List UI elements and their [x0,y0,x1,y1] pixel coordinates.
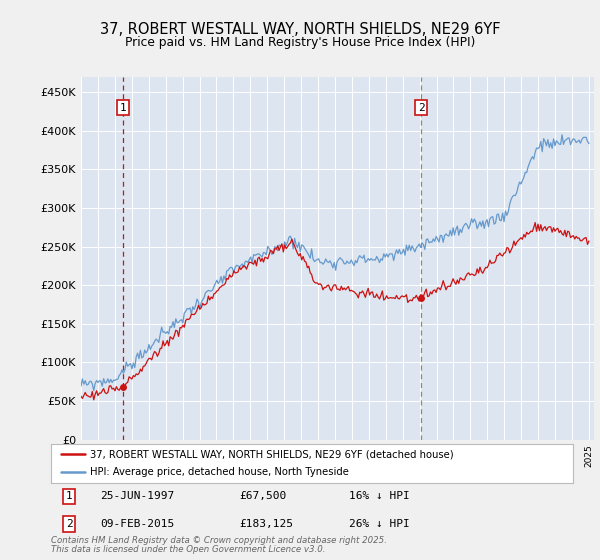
Text: £67,500: £67,500 [239,491,286,501]
Text: 2: 2 [66,519,73,529]
Text: HPI: Average price, detached house, North Tyneside: HPI: Average price, detached house, Nort… [90,467,349,477]
Text: 1: 1 [119,102,127,113]
Text: This data is licensed under the Open Government Licence v3.0.: This data is licensed under the Open Gov… [51,545,325,554]
Text: 37, ROBERT WESTALL WAY, NORTH SHIELDS, NE29 6YF (detached house): 37, ROBERT WESTALL WAY, NORTH SHIELDS, N… [90,449,454,459]
Text: 25-JUN-1997: 25-JUN-1997 [101,491,175,501]
Text: 37, ROBERT WESTALL WAY, NORTH SHIELDS, NE29 6YF: 37, ROBERT WESTALL WAY, NORTH SHIELDS, N… [100,22,500,38]
Text: Price paid vs. HM Land Registry's House Price Index (HPI): Price paid vs. HM Land Registry's House … [125,36,475,49]
Text: 09-FEB-2015: 09-FEB-2015 [101,519,175,529]
Text: Contains HM Land Registry data © Crown copyright and database right 2025.: Contains HM Land Registry data © Crown c… [51,536,387,545]
Text: 2: 2 [418,102,425,113]
Text: 16% ↓ HPI: 16% ↓ HPI [349,491,409,501]
Text: £183,125: £183,125 [239,519,293,529]
Text: 1: 1 [66,491,73,501]
Text: 26% ↓ HPI: 26% ↓ HPI [349,519,409,529]
